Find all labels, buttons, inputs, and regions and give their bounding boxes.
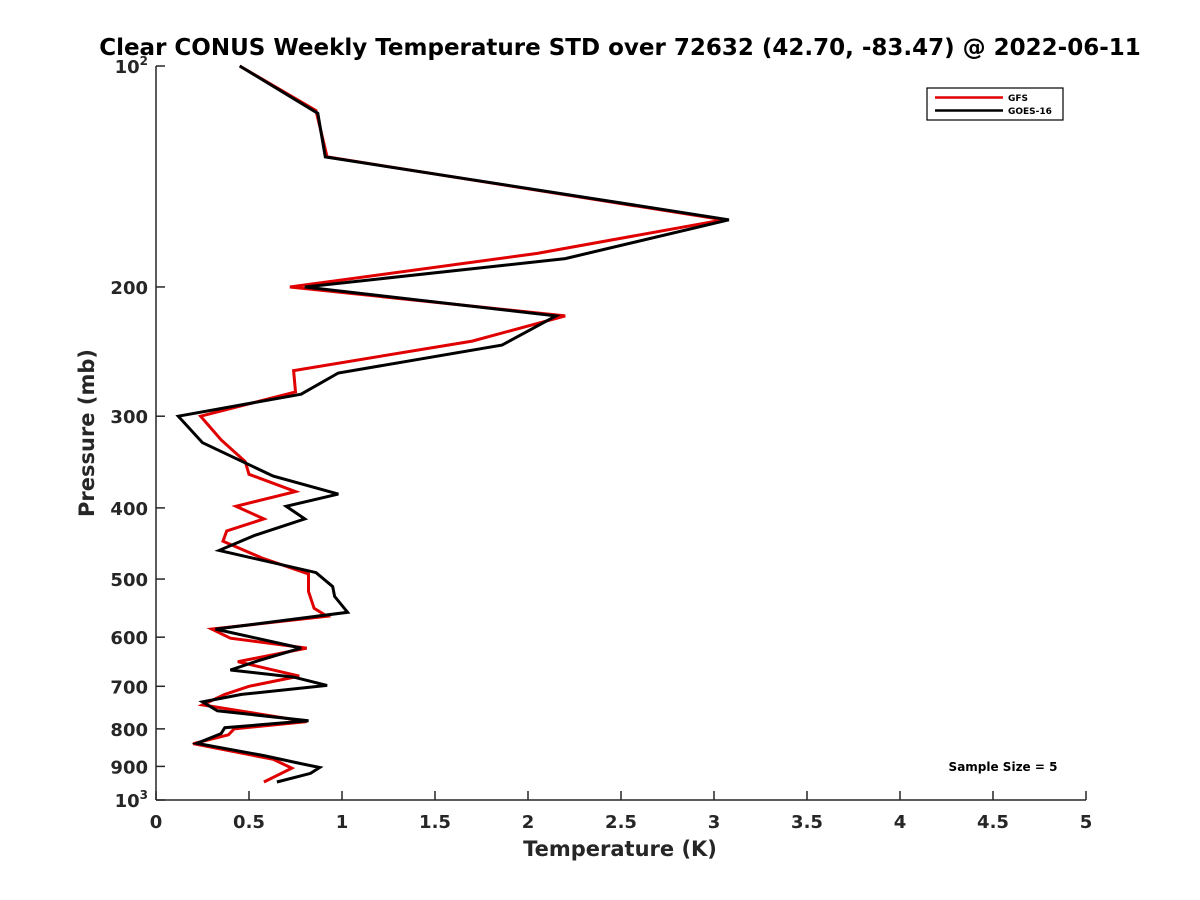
legend-label-gfs: GFS (1008, 94, 1028, 104)
x-tick-label: 0.5 (233, 812, 265, 833)
legend-box (926, 87, 1064, 121)
x-tick-label: 1.5 (419, 812, 451, 833)
x-tick-label: 2 (522, 812, 535, 833)
x-tick-label: 2.5 (605, 812, 637, 833)
x-tick-label: 0 (150, 812, 163, 833)
y-axis-label: Pressure (mb) (75, 349, 99, 517)
sample-size-annotation: Sample Size = 5 (949, 760, 1058, 774)
legend: GFS GOES-16 (926, 87, 1064, 121)
x-tick-label: 3 (708, 812, 721, 833)
x-tick-label: 4 (894, 812, 907, 833)
ticks-layer: 0 0.5 1 1.5 2 2.5 3 3.5 4 4.5 5 102 200 300 400 500 600 7… (110, 54, 1092, 833)
x-tick-label: 3.5 (791, 812, 823, 833)
chart-title: Clear CONUS Weekly Temperature STD over … (99, 35, 1141, 61)
x-axis-label: Temperature (K) (523, 837, 717, 861)
x-tick-label: 4.5 (977, 812, 1009, 833)
x-tick-label: 1 (336, 812, 349, 833)
y-tick-label: 400 (110, 499, 148, 520)
legend-label-goes16: GOES-16 (1008, 107, 1052, 117)
x-tick-label: 5 (1080, 812, 1093, 833)
series-layer (175, 64, 730, 784)
y-tick-label: 900 (110, 757, 148, 778)
y-tick-label: 800 (110, 720, 148, 741)
y-tick-label: 600 (110, 628, 148, 649)
series-line-goes16 (175, 64, 730, 784)
y-tick-label: 300 (110, 407, 148, 428)
y-tick-label: 103 (115, 788, 148, 812)
y-tick-label: 700 (110, 677, 148, 698)
y-tick-label: 102 (115, 54, 148, 78)
y-tick-label: 200 (110, 278, 148, 299)
y-tick-label: 500 (110, 570, 148, 591)
